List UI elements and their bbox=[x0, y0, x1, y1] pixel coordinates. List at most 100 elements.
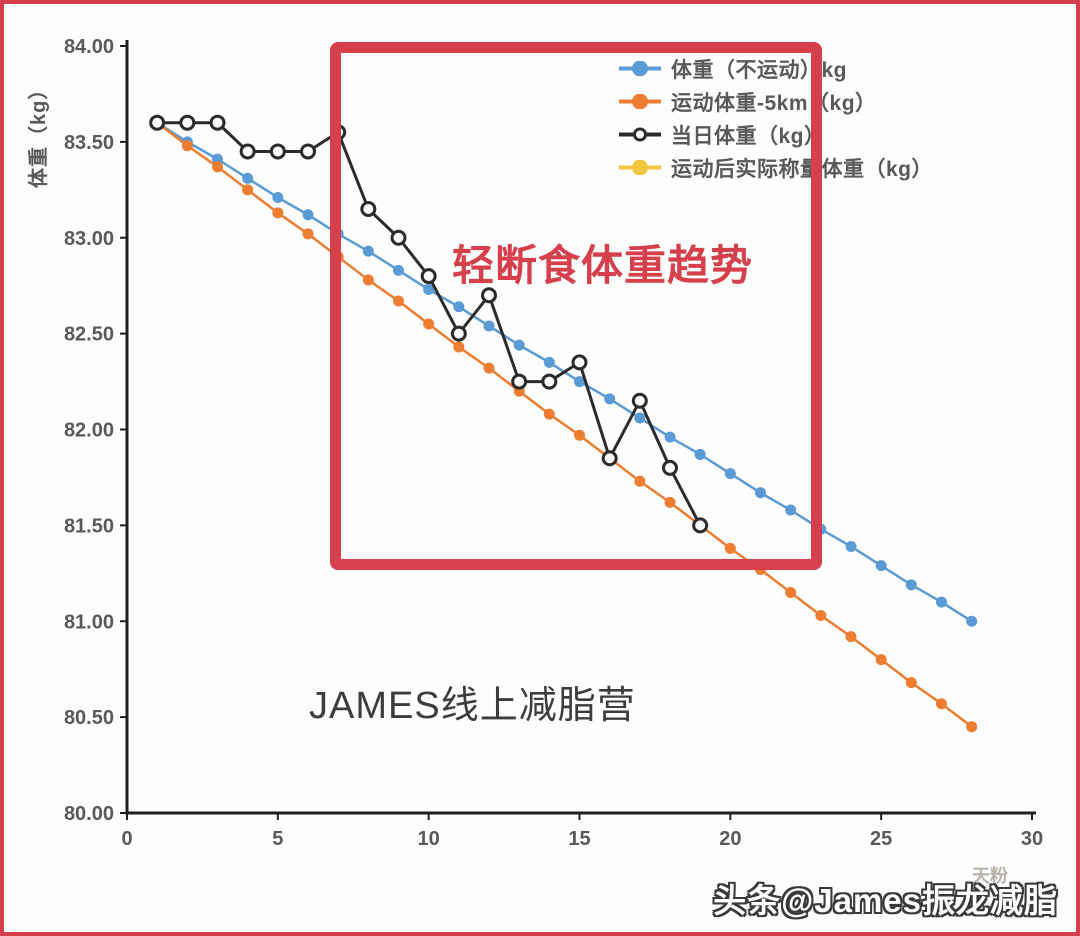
y-tick-label: 83.50 bbox=[64, 132, 114, 154]
data-point bbox=[212, 161, 223, 173]
data-point bbox=[905, 579, 917, 591]
data-point bbox=[785, 504, 797, 516]
red-annotation-label: 轻断食体重趋势 bbox=[452, 242, 754, 289]
y-tick-label: 81.50 bbox=[64, 515, 114, 537]
data-point bbox=[785, 586, 797, 598]
data-point bbox=[936, 596, 947, 608]
data-point bbox=[604, 393, 616, 405]
data-point bbox=[483, 320, 495, 332]
data-point bbox=[692, 517, 709, 534]
y-tick-label: 83.00 bbox=[64, 228, 114, 250]
data-point bbox=[332, 228, 344, 240]
data-point bbox=[543, 356, 555, 368]
data-point bbox=[362, 274, 374, 286]
data-point bbox=[755, 563, 766, 575]
x-tick-label: 10 bbox=[418, 828, 440, 850]
data-point bbox=[481, 287, 497, 304]
data-point bbox=[209, 114, 226, 131]
data-point bbox=[423, 284, 435, 296]
y-tick-label: 82.50 bbox=[64, 324, 114, 346]
data-point bbox=[302, 209, 314, 221]
data-point bbox=[181, 140, 193, 152]
data-point bbox=[815, 523, 827, 535]
campaign-label: JAMES线上减脂营 bbox=[309, 685, 636, 727]
data-point bbox=[423, 318, 435, 330]
x-tick-label: 0 bbox=[121, 828, 132, 850]
data-point bbox=[815, 609, 827, 621]
y-tick-label: 80.00 bbox=[64, 803, 114, 825]
data-point bbox=[393, 295, 404, 307]
data-point bbox=[239, 143, 256, 160]
watermark-small-text: 天粉 bbox=[972, 866, 1008, 886]
data-point bbox=[966, 615, 978, 627]
data-point bbox=[420, 268, 437, 285]
data-point bbox=[362, 245, 374, 257]
series-line bbox=[156, 121, 973, 728]
y-tick-label: 81.00 bbox=[64, 611, 114, 633]
data-point bbox=[453, 341, 465, 353]
data-point bbox=[272, 191, 284, 203]
legend-item-exercise-5km: 运动体重-5km（kg） bbox=[618, 85, 933, 118]
data-point bbox=[360, 200, 377, 217]
legend-item-no-exercise: 体重（不运动）kg bbox=[618, 52, 933, 85]
y-axis-title: 体重（kg） bbox=[28, 78, 50, 188]
legend-item-actual-weighed: 运动后实际称量体重（kg） bbox=[618, 151, 933, 184]
data-point bbox=[543, 408, 555, 420]
data-point bbox=[634, 412, 646, 424]
data-point bbox=[574, 429, 585, 441]
legend: 体重（不运动）kg 运动体重-5km（kg） 当日体重（kg） 运动后实际称量体… bbox=[618, 52, 933, 184]
data-point bbox=[845, 631, 857, 643]
data-point bbox=[269, 143, 286, 160]
data-point bbox=[875, 560, 887, 572]
data-point bbox=[574, 376, 585, 388]
x-tick-label: 15 bbox=[568, 828, 590, 850]
y-tick-label: 82.00 bbox=[64, 420, 114, 442]
legend-marker-line-dot-icon bbox=[619, 61, 661, 76]
data-point bbox=[450, 325, 467, 342]
data-point bbox=[453, 301, 465, 313]
data-point bbox=[272, 207, 284, 219]
data-point bbox=[875, 654, 887, 666]
data-point bbox=[393, 264, 404, 276]
data-point bbox=[755, 487, 766, 499]
data-point bbox=[631, 392, 648, 409]
data-point bbox=[664, 496, 676, 508]
data-point bbox=[300, 143, 316, 160]
y-tick-label: 80.50 bbox=[64, 707, 114, 729]
data-point bbox=[332, 251, 344, 263]
data-point bbox=[149, 114, 166, 131]
y-tick-label: 84.00 bbox=[64, 36, 114, 58]
data-point bbox=[242, 172, 254, 184]
data-point bbox=[966, 721, 978, 733]
watermark-text: 头条@James振龙减脂 bbox=[713, 882, 1058, 919]
data-point bbox=[179, 114, 196, 131]
legend-label: 运动体重-5km（kg） bbox=[671, 91, 877, 115]
data-point bbox=[601, 450, 618, 467]
x-tick-label: 25 bbox=[870, 828, 892, 850]
x-tick-label: 30 bbox=[1021, 828, 1043, 850]
x-tick-label: 5 bbox=[272, 828, 283, 850]
data-point bbox=[662, 459, 678, 476]
data-point bbox=[845, 540, 857, 552]
data-point bbox=[242, 184, 254, 196]
data-point bbox=[541, 373, 558, 390]
legend-label: 当日体重（kg） bbox=[671, 124, 826, 148]
data-point bbox=[390, 229, 407, 246]
data-point bbox=[905, 677, 917, 689]
data-point bbox=[724, 542, 736, 554]
legend-marker-line-dot-icon bbox=[619, 94, 661, 109]
data-point bbox=[302, 228, 314, 240]
data-point bbox=[212, 153, 223, 165]
data-point bbox=[694, 448, 706, 460]
legend-marker-line-dot-icon bbox=[619, 160, 661, 175]
x-tick-label: 20 bbox=[719, 828, 741, 850]
data-point bbox=[634, 475, 646, 487]
data-point bbox=[330, 124, 347, 141]
data-point bbox=[936, 698, 947, 710]
legend-label: 运动后实际称量体重（kg） bbox=[671, 157, 934, 181]
data-point bbox=[664, 431, 676, 443]
data-point bbox=[724, 468, 736, 480]
data-point bbox=[511, 373, 528, 390]
legend-label: 体重（不运动）kg bbox=[671, 58, 848, 82]
